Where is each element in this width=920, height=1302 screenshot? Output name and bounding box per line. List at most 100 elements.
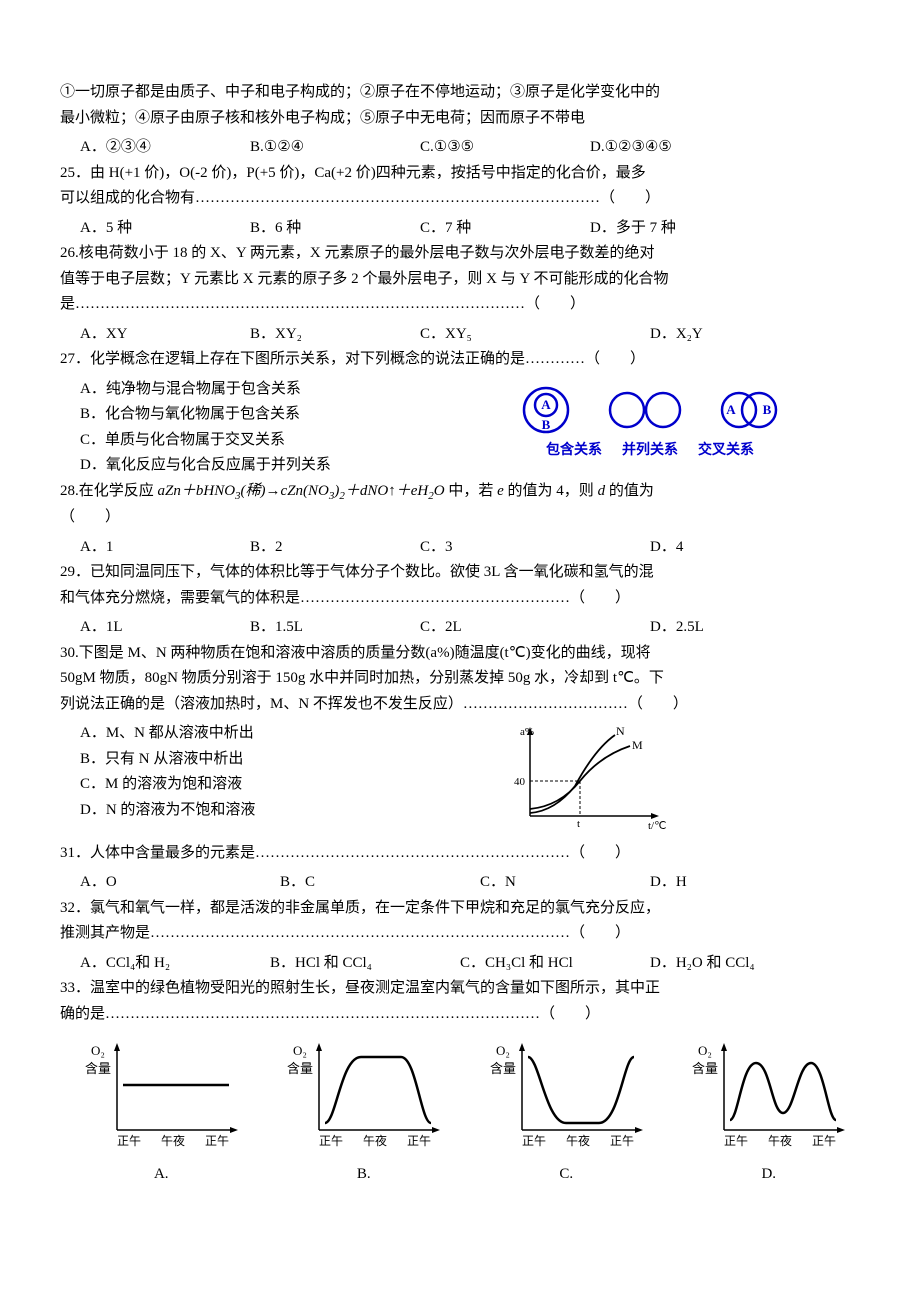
q31-opt-c: C．N xyxy=(480,870,650,896)
q29-opt-b: B．1.5L xyxy=(250,615,420,641)
q30-chart: a% t/℃ 40 t M N xyxy=(500,721,870,841)
q26-opt-d: D．X₂Y xyxy=(650,322,820,348)
q29-line2: 和气体充分燃烧，需要氧气的体积是………………………………………………（ ） xyxy=(60,586,870,612)
q30-opt-a: A．M、N 都从溶液中析出 xyxy=(80,721,500,747)
q29-opt-a: A．1L xyxy=(80,615,250,641)
q27-diagram: A B A B 包含关系 并列关系 xyxy=(430,377,870,479)
q33-lbl-a: A. xyxy=(76,1162,246,1188)
q28-options: A．1 B．2 C．3 D．4 xyxy=(80,535,870,561)
venn-cross-icon: A B xyxy=(709,385,789,435)
q26-line3: 是………………………………………………………………………………（ ） xyxy=(60,292,870,318)
q31-options: A．O B．C C．N D．H xyxy=(80,870,870,896)
svg-text:含量: 含量 xyxy=(287,1061,313,1076)
svg-text:M: M xyxy=(632,738,643,752)
svg-text:t/℃: t/℃ xyxy=(648,820,666,831)
svg-text:A: A xyxy=(726,402,736,417)
q33-lbl-d: D. xyxy=(684,1162,854,1188)
q32-line1: 32．氯气和氧气一样，都是活泼的非金属单质，在一定条件下甲烷和充足的氯气充分反应… xyxy=(60,896,870,922)
q33-line1: 33．温室中的绿色植物受阳光的照射生长，昼夜测定温室内氧气的含量如下图所示，其中… xyxy=(60,976,870,1002)
q25-opt-c: C．7 种 xyxy=(420,216,590,242)
svg-text:正午: 正午 xyxy=(610,1134,634,1148)
svg-text:a%: a% xyxy=(520,726,534,738)
q26-opt-b: B．XY₂ xyxy=(250,322,420,348)
svg-text:正午: 正午 xyxy=(812,1134,836,1148)
q24-pre: ①一切原子都是由质子、中子和电子构成的；②原子在不停地运动；③原子是化学变化中的… xyxy=(60,80,870,131)
svg-text:午夜: 午夜 xyxy=(566,1133,590,1148)
svg-text:O₂: O₂ xyxy=(496,1043,510,1058)
q33-stem: 33．温室中的绿色植物受阳光的照射生长，昼夜测定温室内氧气的含量如下图所示，其中… xyxy=(60,976,870,1027)
q31-opt-b: B．C xyxy=(280,870,480,896)
q31-opt-a: A．O xyxy=(80,870,280,896)
q33-lbl-b: B. xyxy=(279,1162,449,1188)
svg-text:含量: 含量 xyxy=(692,1061,718,1076)
q25-opt-a: A．5 种 xyxy=(80,216,250,242)
q28-prefix: 28.在化学反应 xyxy=(60,483,158,499)
svg-text:含量: 含量 xyxy=(85,1061,111,1076)
q30-line1: 30.下图是 M、N 两种物质在饱和溶液中溶质的质量分数(a%)随温度(t℃)变… xyxy=(60,641,870,667)
q25-line1: 25．由 H(+1 价)，O(-2 价)，P(+5 价)，Ca(+2 价)四种元… xyxy=(60,161,870,187)
svg-text:B: B xyxy=(542,417,551,432)
svg-text:午夜: 午夜 xyxy=(363,1133,387,1148)
o2-chart-a-icon: O₂ 含量 正午 午夜 正午 xyxy=(79,1035,244,1150)
q25-stem: 25．由 H(+1 价)，O(-2 价)，P(+5 价)，Ca(+2 价)四种元… xyxy=(60,161,870,212)
q32-line2: 推测其产物是…………………………………………………………………………（ ） xyxy=(60,921,870,947)
svg-text:午夜: 午夜 xyxy=(161,1133,185,1148)
venn-contain-icon: A B xyxy=(511,385,581,435)
svg-text:O₂: O₂ xyxy=(698,1043,712,1058)
q30-stem: 30.下图是 M、N 两种物质在饱和溶液中溶质的质量分数(a%)随温度(t℃)变… xyxy=(60,641,870,718)
q33-chart-a: O₂ 含量 正午 午夜 正午 xyxy=(79,1035,244,1160)
q27-opt-b: B．化合物与氧化物属于包含关系 xyxy=(80,402,430,428)
svg-text:正午: 正午 xyxy=(724,1134,748,1148)
q32-opt-b: B．HCl 和 CCl₄ xyxy=(270,951,460,977)
q27-stem: 27．化学概念在逻辑上存在下图所示关系，对下列概念的说法正确的是…………（ ） xyxy=(60,347,870,373)
q33-labels: A. B. C. D. xyxy=(60,1162,870,1188)
q29-options: A．1L B．1.5L C．2L D．2.5L xyxy=(80,615,870,641)
q27-opt-a: A．纯净物与混合物属于包含关系 xyxy=(80,377,430,403)
q24-line1: ①一切原子都是由质子、中子和电子构成的；②原子在不停地运动；③原子是化学变化中的 xyxy=(60,80,870,106)
q30-opt-d: D．N 的溶液为不饱和溶液 xyxy=(80,798,500,824)
venn-label-3: 交叉关系 xyxy=(698,439,754,463)
q25-line2: 可以组成的化合物有………………………………………………………………………（ ） xyxy=(60,186,870,212)
q28-line2: （ ） xyxy=(60,505,870,531)
svg-text:午夜: 午夜 xyxy=(768,1133,792,1148)
q30-body: A．M、N 都从溶液中析出 B．只有 N 从溶液中析出 C．M 的溶液为饱和溶液… xyxy=(60,721,870,841)
q30-opt-c: C．M 的溶液为饱和溶液 xyxy=(80,772,500,798)
q33-lbl-c: C. xyxy=(481,1162,651,1188)
q26-line1: 26.核电荷数小于 18 的 X、Y 两元素，X 元素原子的最外层电子数与次外层… xyxy=(60,241,870,267)
venn-labels: 包含关系 并列关系 交叉关系 xyxy=(546,439,754,463)
venn-label-1: 包含关系 xyxy=(546,439,602,463)
q27-opt-d: D．氧化反应与化合反应属于并列关系 xyxy=(80,453,430,479)
q27-body: A．纯净物与混合物属于包含关系 B．化合物与氧化物属于包含关系 C．单质与化合物… xyxy=(60,377,870,479)
q29-opt-d: D．2.5L xyxy=(650,615,820,641)
o2-chart-c-icon: O₂ 含量 正午 午夜 正午 xyxy=(484,1035,649,1150)
q24-opt-b: B.①②④ xyxy=(250,135,420,161)
q26-line2: 值等于电子层数；Y 元素比 X 元素的原子多 2 个最外层电子，则 X 与 Y … xyxy=(60,267,870,293)
q28-opt-b: B．2 xyxy=(250,535,420,561)
svg-text:B: B xyxy=(763,402,772,417)
svg-text:t: t xyxy=(577,818,580,830)
q33-chart-d: O₂ 含量 正午 午夜 正午 xyxy=(686,1035,851,1160)
svg-text:含量: 含量 xyxy=(490,1061,516,1076)
q28-line1: 28.在化学反应 aZn＋bHNO3(稀)→cZn(NO3)2＋dNO↑＋eH2… xyxy=(60,479,870,506)
q29-opt-c: C．2L xyxy=(420,615,650,641)
svg-text:正午: 正午 xyxy=(319,1134,343,1148)
q25-opt-d: D．多于 7 种 xyxy=(590,216,760,242)
q26-options: A．XY B．XY₂ C．XY₅ D．X₂Y xyxy=(80,322,870,348)
svg-text:正午: 正午 xyxy=(205,1134,229,1148)
svg-text:正午: 正午 xyxy=(117,1134,141,1148)
q26-stem: 26.核电荷数小于 18 的 X、Y 两元素，X 元素原子的最外层电子数与次外层… xyxy=(60,241,870,318)
o2-chart-b-icon: O₂ 含量 正午 午夜 正午 xyxy=(281,1035,446,1150)
q28-stem: 28.在化学反应 aZn＋bHNO3(稀)→cZn(NO3)2＋dNO↑＋eH2… xyxy=(60,479,870,531)
q32-opt-c: C．CH₃Cl 和 HCl xyxy=(460,951,650,977)
q29-line1: 29．已知同温同压下，气体的体积比等于气体分子个数比。欲使 3L 含一氧化碳和氢… xyxy=(60,560,870,586)
svg-text:O₂: O₂ xyxy=(293,1043,307,1058)
q25-opt-b: B．6 种 xyxy=(250,216,420,242)
q24-opt-d: D.①②③④⑤ xyxy=(590,135,760,161)
q28-suffix: 中，若 e 的值为 4，则 d 的值为 xyxy=(445,483,654,499)
q30-opt-b: B．只有 N 从溶液中析出 xyxy=(80,747,500,773)
svg-text:正午: 正午 xyxy=(407,1134,431,1148)
q28-opt-a: A．1 xyxy=(80,535,250,561)
q30-line3: 列说法正确的是（溶液加热时，M、N 不挥发也不发生反应）……………………………（… xyxy=(60,692,870,718)
q24-opt-a: A．②③④ xyxy=(80,135,250,161)
q28-opt-d: D．4 xyxy=(650,535,820,561)
